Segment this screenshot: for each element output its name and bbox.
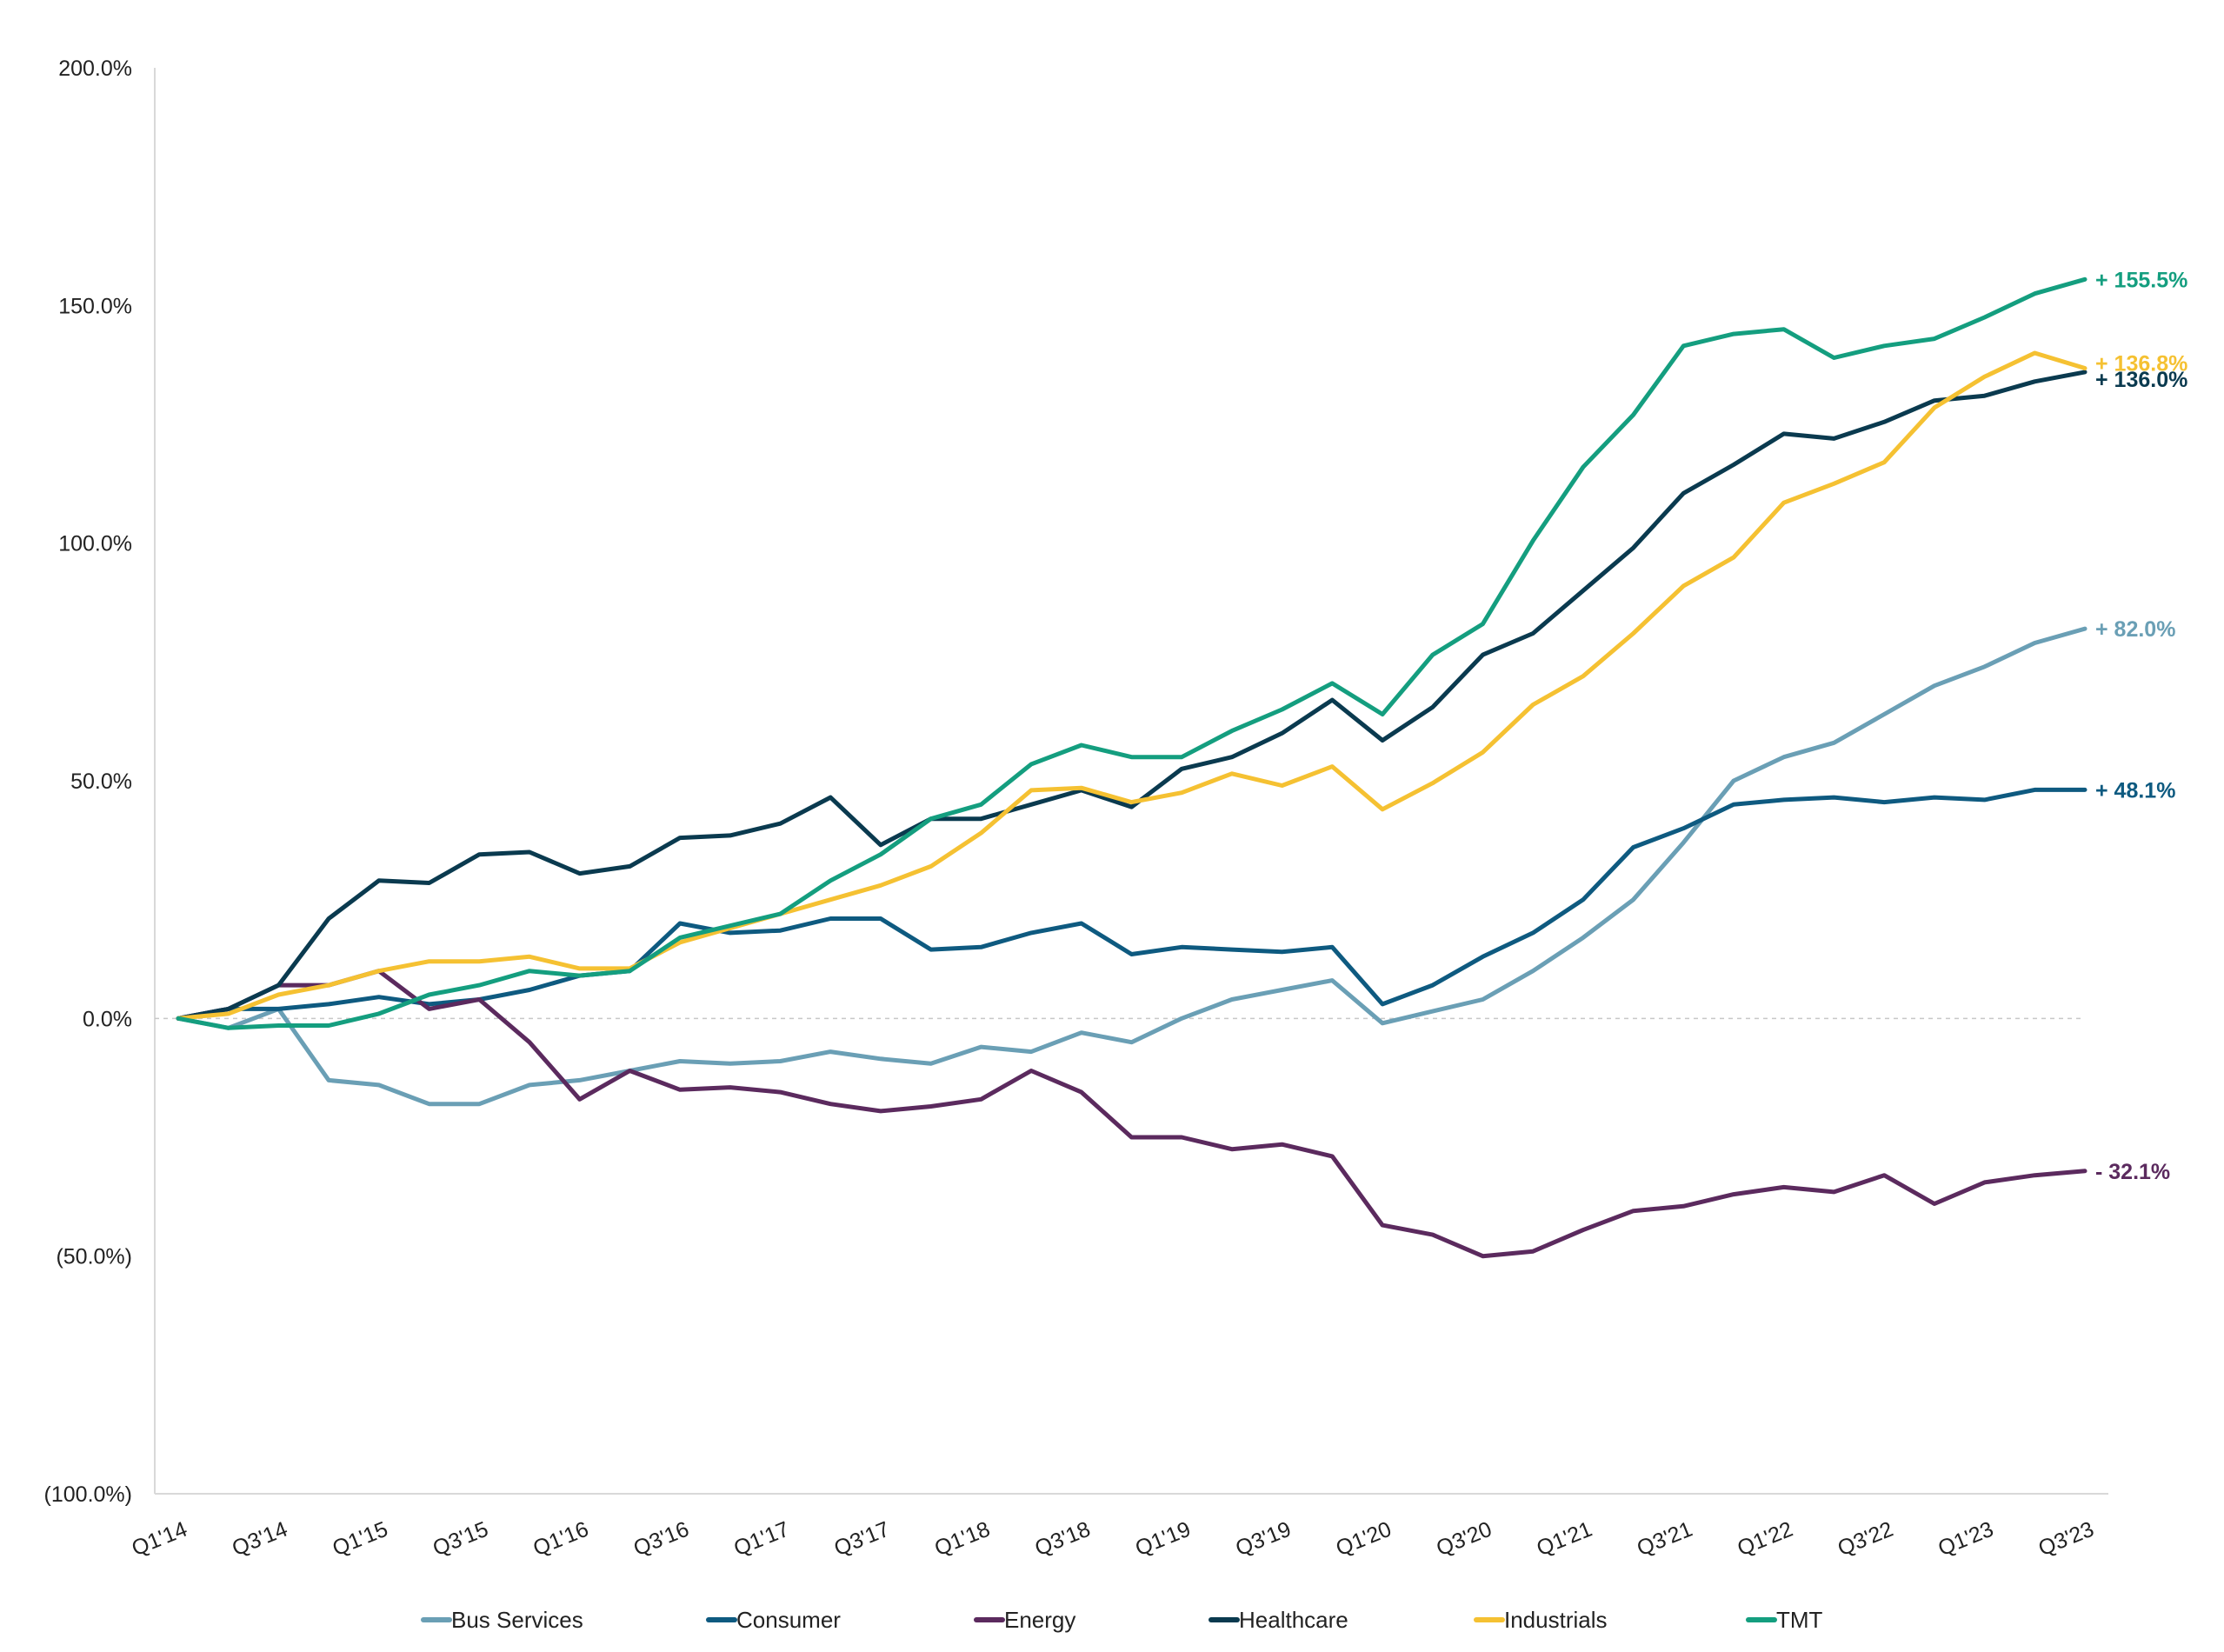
y-tick-label: 50.0% — [70, 769, 132, 794]
x-tick-label: Q3'22 — [1834, 1517, 1897, 1562]
chart-legend: Bus Services Consumer Energy Healthcare Indu… — [421, 1607, 1823, 1633]
x-tick-label: Q3'15 — [429, 1517, 492, 1562]
legend-item-consumer: Consumer — [706, 1607, 841, 1633]
x-tick-label: Q1'16 — [529, 1517, 592, 1562]
x-tick-label: Q1'17 — [730, 1517, 793, 1562]
x-tick-label: Q3'17 — [831, 1517, 894, 1562]
legend-item-industrials: Industrials — [1474, 1607, 1608, 1633]
x-tick-label: Q3'23 — [2035, 1517, 2098, 1562]
x-tick-label: Q1'21 — [1534, 1517, 1596, 1562]
legend-label: Healthcare — [1239, 1607, 1348, 1633]
end-label-healthcare: + 136.0% — [2095, 368, 2187, 392]
y-tick-label: (100.0%) — [44, 1482, 132, 1507]
x-tick-label: Q3'14 — [229, 1517, 291, 1562]
y-tick-label: 150.0% — [58, 294, 132, 318]
legend-item-tmt: TMT — [1746, 1607, 1823, 1633]
end-label-tmt: + 155.5% — [2095, 268, 2187, 292]
x-tick-label: Q3'16 — [630, 1517, 693, 1562]
x-axis-tick-labels: Q1'14 Q3'14 Q1'15 Q3'15 Q1'16 Q3'16 Q1'17 Q3'17… — [129, 1517, 2098, 1562]
end-label-bus-services: + 82.0% — [2095, 617, 2175, 642]
y-tick-label: (50.0%) — [56, 1245, 132, 1269]
y-tick-label: 0.0% — [83, 1007, 132, 1031]
legend-label: Energy — [1004, 1607, 1075, 1633]
legend-label: Consumer — [736, 1607, 841, 1633]
legend-label: Industrials — [1504, 1607, 1608, 1633]
y-tick-label: 100.0% — [58, 532, 132, 556]
series-line-energy — [176, 969, 2087, 1259]
end-label-energy: - 32.1% — [2095, 1160, 2170, 1184]
x-tick-label: Q1'15 — [329, 1517, 391, 1562]
series-lines — [176, 276, 2087, 1259]
legend-label: Bus Services — [451, 1607, 583, 1633]
y-axis-tick-labels: 200.0% 150.0% 100.0% 50.0% 0.0% (50.0%) (100.0… — [44, 57, 132, 1507]
legend-item-healthcare: Healthcare — [1209, 1607, 1348, 1633]
legend-item-energy: Energy — [974, 1607, 1075, 1633]
y-tick-label: 200.0% — [58, 57, 132, 81]
series-line-healthcare — [176, 370, 2087, 1021]
x-tick-label: Q1'22 — [1734, 1517, 1796, 1562]
x-tick-label: Q1'14 — [129, 1517, 191, 1562]
series-line-consumer — [176, 787, 2087, 1021]
x-tick-label: Q3'20 — [1433, 1517, 1495, 1562]
legend-item-bus-services: Bus Services — [421, 1607, 583, 1633]
end-label-industrials: + 136.8% — [2095, 351, 2187, 376]
end-label-consumer: + 48.1% — [2095, 778, 2175, 803]
x-tick-label: Q1'18 — [931, 1517, 994, 1562]
series-line-tmt — [176, 276, 2087, 1030]
legend-label: TMT — [1776, 1607, 1823, 1633]
x-tick-label: Q1'19 — [1132, 1517, 1195, 1562]
x-tick-label: Q3'18 — [1031, 1517, 1094, 1562]
x-tick-label: Q3'21 — [1634, 1517, 1696, 1562]
series-line-bus-services — [176, 626, 2087, 1107]
series-line-industrials — [176, 350, 2087, 1021]
x-tick-label: Q1'20 — [1333, 1517, 1395, 1562]
series-end-labels: + 82.0% + 48.1% - 32.1% + 136.0%+ 136.8% + 1… — [2095, 268, 2187, 1184]
x-tick-label: Q1'23 — [1934, 1517, 1997, 1562]
x-tick-label: Q3'19 — [1232, 1517, 1295, 1562]
